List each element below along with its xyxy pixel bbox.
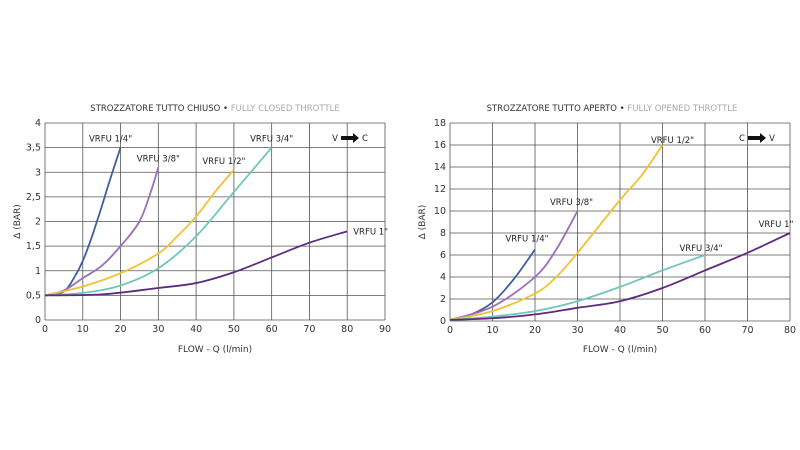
series-label: VRFU 3/4" [679, 244, 722, 254]
series-label: VRFU 1" [353, 227, 388, 237]
x-tick-label: 50 [656, 325, 668, 336]
x-tick-label: 70 [303, 324, 315, 335]
chart-title: STROZZATORE TUTTO APERTO • FULLY OPENED … [487, 104, 738, 114]
series-label: VRFU 3/8" [550, 198, 593, 208]
title-separator: • [620, 104, 628, 114]
series-label: VRFU 3/8" [137, 154, 180, 164]
y-tick-label: 4 [35, 118, 41, 129]
x-tick-label: 20 [529, 325, 541, 336]
chart-title-main: STROZZATORE TUTTO CHIUSO [90, 104, 223, 114]
series-line [44, 230, 348, 297]
series-label: VRFU 3/4" [250, 135, 293, 145]
title-separator: • [223, 104, 231, 114]
series-line [44, 147, 273, 297]
y-tick-label: 10 [434, 206, 446, 217]
series-label: VRFU 1/4" [89, 135, 132, 145]
x-tick-label: 40 [190, 324, 202, 335]
y-tick-label: 2,5 [26, 192, 41, 203]
direction-from: C [739, 134, 745, 144]
x-tick-label: 0 [42, 324, 48, 335]
series-line [44, 169, 235, 297]
y-tick-label: 2 [440, 294, 446, 305]
x-axis-label: FLOW - Q (l/min) [583, 345, 657, 355]
arrow-right-icon [748, 133, 766, 143]
x-tick-label: 10 [486, 325, 498, 336]
direction-from: V [332, 134, 338, 144]
x-tick-label: 10 [77, 324, 89, 335]
x-tick-label: 60 [699, 325, 711, 336]
y-tick-label: 3 [35, 167, 41, 178]
x-tick-label: 60 [266, 324, 278, 335]
y-tick-label: 14 [434, 162, 446, 173]
y-tick-label: 1,5 [26, 241, 41, 252]
y-tick-label: 4 [440, 272, 446, 283]
y-tick-label: 16 [434, 140, 446, 151]
x-tick-label: 20 [115, 324, 127, 335]
series-line [449, 232, 791, 321]
y-tick-label: 0 [35, 315, 41, 326]
series-label: VRFU 1/2" [651, 136, 694, 146]
chart-2: 0 10 20 30 40 50 60 70 80 0 2 4 6 8 10 12 14 16 18 STROZZAT… [418, 104, 796, 355]
chart-1: 0 10 20 30 40 50 60 70 80 90 0 0,5 1 1,5 2 2,5 3 3,5 4 STRO… [13, 104, 391, 355]
arrow-right-icon [341, 133, 359, 143]
series-line [449, 254, 706, 321]
chart-title: STROZZATORE TUTTO CHIUSO • FULLY CLOSED … [90, 104, 339, 114]
x-tick-label: 40 [614, 325, 626, 336]
x-tick-label: 50 [228, 324, 240, 335]
y-tick-label: 3,5 [26, 143, 41, 154]
series-label: VRFU 1/2" [202, 157, 245, 167]
chart-subtitle: FULLY OPENED THROTTLE [627, 104, 737, 114]
x-tick-label: 0 [447, 325, 453, 336]
y-tick-label: 8 [440, 228, 446, 239]
y-tick-label: 6 [440, 250, 446, 261]
chart-title-main: STROZZATORE TUTTO APERTO [487, 104, 620, 114]
y-tick-label: 2 [35, 217, 41, 228]
series-line [449, 210, 579, 321]
y-tick-label: 0,5 [26, 290, 41, 301]
chart-subtitle: FULLY CLOSED THROTTLE [231, 104, 340, 114]
series-label: VRFU 1/4" [505, 235, 548, 245]
series-line [44, 167, 160, 297]
x-axis-label: FLOW - Q (l/min) [178, 345, 252, 355]
direction-to: C [362, 134, 368, 144]
x-tick-label: 80 [784, 325, 796, 336]
y-axis-label: Δ (BAR) [418, 205, 428, 240]
x-tick-label: 90 [379, 324, 391, 335]
x-tick-label: 30 [571, 325, 583, 336]
y-tick-label: 12 [434, 184, 446, 195]
x-tick-label: 30 [152, 324, 164, 335]
y-axis-label: Δ (BAR) [13, 204, 23, 239]
x-tick-label: 80 [341, 324, 353, 335]
series-label: VRFU 1" [759, 220, 794, 230]
series-line [449, 144, 664, 321]
x-tick-label: 70 [741, 325, 753, 336]
y-tick-label: 1 [35, 266, 41, 277]
direction-to: V [769, 134, 775, 144]
y-tick-label: 18 [434, 118, 446, 129]
y-tick-label: 0 [440, 316, 446, 327]
